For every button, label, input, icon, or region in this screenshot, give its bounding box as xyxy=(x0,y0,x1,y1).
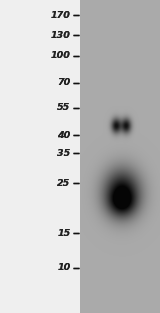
Text: 25: 25 xyxy=(57,179,70,187)
Text: 55: 55 xyxy=(57,104,70,112)
Bar xyxy=(0,0,80,313)
Bar xyxy=(80,0,160,313)
Text: 100: 100 xyxy=(51,51,70,60)
Text: 15: 15 xyxy=(57,229,70,238)
Text: 130: 130 xyxy=(51,31,70,40)
Text: 70: 70 xyxy=(57,79,70,87)
Text: 130: 130 xyxy=(51,31,70,40)
Text: 100: 100 xyxy=(51,51,70,60)
Text: 10: 10 xyxy=(57,263,70,272)
Text: 170: 170 xyxy=(51,11,70,19)
Text: 25: 25 xyxy=(57,179,70,187)
Text: 70: 70 xyxy=(57,79,70,87)
Text: 55: 55 xyxy=(57,104,70,112)
Text: 10: 10 xyxy=(57,263,70,272)
Text: 35: 35 xyxy=(57,149,70,158)
Text: 35: 35 xyxy=(57,149,70,158)
Text: 15: 15 xyxy=(57,229,70,238)
Text: 40: 40 xyxy=(57,131,70,140)
Text: 40: 40 xyxy=(57,131,70,140)
Text: 170: 170 xyxy=(51,11,70,19)
